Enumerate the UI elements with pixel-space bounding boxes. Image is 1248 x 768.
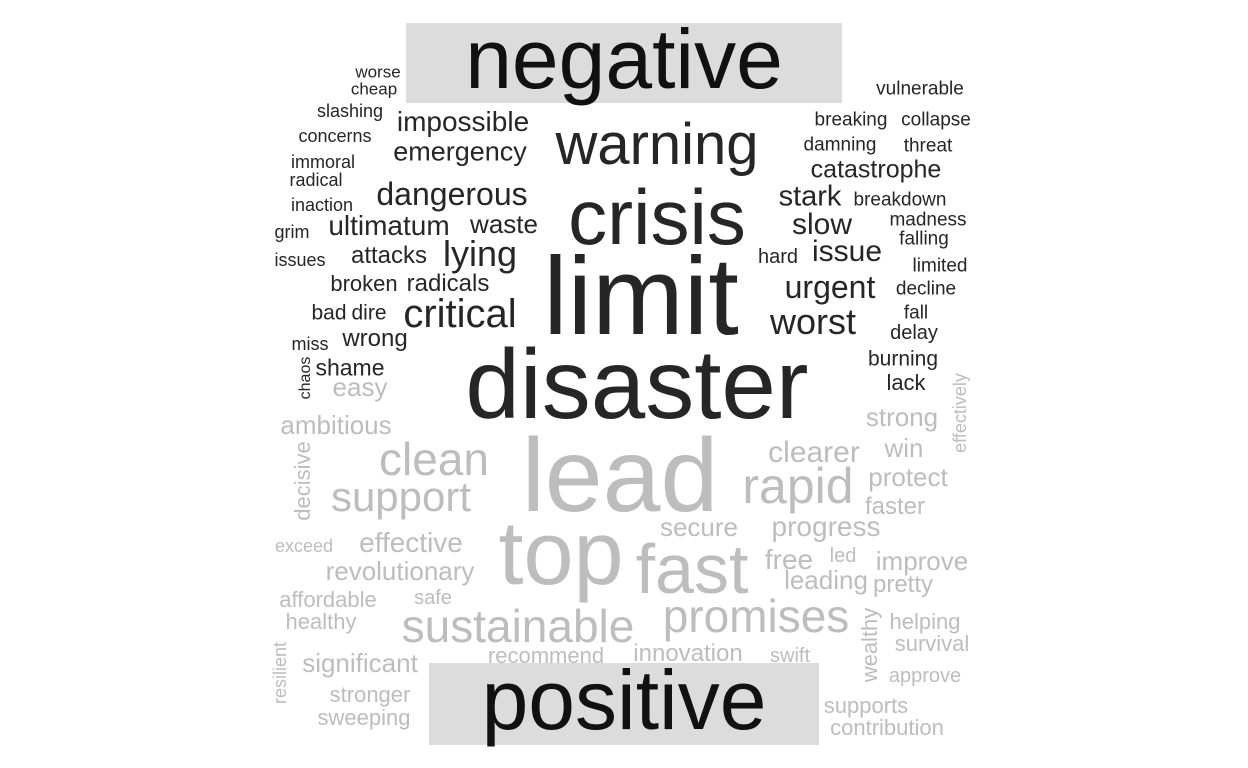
negative-header-label: negative bbox=[406, 17, 842, 103]
word-sweeping: sweeping bbox=[317, 705, 411, 730]
word-delay: delay bbox=[890, 322, 938, 344]
word-helping: helping bbox=[889, 609, 961, 634]
word-stark: stark bbox=[778, 180, 842, 213]
word-breakdown: breakdown bbox=[853, 189, 947, 211]
word-issue: issue bbox=[811, 235, 883, 268]
word-effectively: effectively bbox=[950, 373, 970, 453]
word-clean: clean bbox=[379, 433, 489, 485]
word-recommend: recommend bbox=[487, 643, 605, 668]
word-vulnerable: vulnerable bbox=[876, 78, 964, 100]
word-broken: broken bbox=[330, 271, 398, 296]
word-emergency: emergency bbox=[393, 136, 527, 167]
positive-footer-label: positive bbox=[429, 658, 819, 745]
word-ambitious: ambitious bbox=[280, 410, 392, 440]
word-led: led bbox=[829, 545, 857, 567]
word-effective: effective bbox=[359, 527, 463, 558]
word-fast: fast bbox=[635, 530, 749, 608]
word-rapid: rapid bbox=[742, 458, 854, 514]
word-issues: issues bbox=[274, 250, 326, 270]
word-top: top bbox=[498, 504, 624, 604]
word-promises: promises bbox=[662, 590, 850, 642]
word-affordable: affordable bbox=[279, 587, 377, 612]
word-win: win bbox=[884, 433, 924, 463]
word-radical: radical bbox=[289, 170, 343, 190]
word-dangerous: dangerous bbox=[376, 176, 528, 212]
word-inaction: inaction bbox=[290, 195, 354, 215]
word-clearer: clearer bbox=[768, 436, 860, 469]
word-free: free bbox=[764, 544, 814, 575]
word-hard: hard bbox=[757, 246, 799, 268]
word-safe: safe bbox=[414, 587, 452, 609]
word-disaster: disaster bbox=[465, 329, 809, 439]
word-support: support bbox=[330, 473, 472, 520]
word-easy: easy bbox=[332, 372, 388, 402]
word-wrong: wrong bbox=[342, 325, 408, 352]
word-cheap: cheap bbox=[350, 79, 398, 99]
word-lying: lying bbox=[442, 233, 518, 274]
word-urgent: urgent bbox=[784, 269, 876, 305]
word-faster: faster bbox=[864, 493, 926, 520]
word-limited: limited bbox=[912, 255, 968, 277]
word-impossible: impossible bbox=[396, 106, 530, 137]
word-burning: burning bbox=[867, 347, 939, 371]
word-significant: significant bbox=[302, 648, 418, 678]
word-dire: dire bbox=[351, 301, 387, 325]
word-miss: miss bbox=[291, 334, 329, 354]
word-healthy: healthy bbox=[285, 609, 357, 634]
word-lead: lead bbox=[521, 418, 719, 534]
word-decisive: decisive bbox=[290, 441, 315, 521]
word-critical: critical bbox=[403, 292, 517, 336]
word-falling: falling bbox=[899, 228, 949, 250]
word-slashing: slashing bbox=[316, 101, 384, 121]
word-breaking: breaking bbox=[814, 109, 888, 131]
word-crisis: crisis bbox=[568, 173, 746, 261]
word-swift: swift bbox=[770, 645, 810, 667]
word-pretty: pretty bbox=[872, 571, 934, 598]
word-wealthy: wealthy bbox=[857, 607, 882, 683]
word-bad: bad bbox=[311, 301, 347, 325]
word-resilient: resilient bbox=[270, 641, 290, 705]
word-madness: madness bbox=[889, 209, 967, 231]
word-fall: fall bbox=[903, 302, 929, 324]
word-chaos: chaos bbox=[297, 356, 314, 400]
word-revolutionary: revolutionary bbox=[325, 556, 475, 586]
word-collapse: collapse bbox=[901, 109, 971, 131]
word-approve: approve bbox=[888, 665, 962, 687]
word-immoral: immoral bbox=[290, 152, 356, 172]
word-survival: survival bbox=[894, 631, 970, 656]
word-secure: secure bbox=[659, 512, 739, 542]
word-damning: damning bbox=[803, 134, 877, 156]
word-ultimatum: ultimatum bbox=[328, 210, 450, 241]
word-grim: grim bbox=[274, 222, 310, 242]
word-leading: leading bbox=[784, 565, 868, 595]
word-protect: protect bbox=[868, 462, 948, 492]
word-lack: lack bbox=[886, 370, 926, 395]
word-progress: progress bbox=[771, 511, 881, 542]
word-stronger: stronger bbox=[329, 682, 411, 707]
word-contribution: contribution bbox=[830, 715, 944, 740]
word-radicals: radicals bbox=[406, 270, 490, 297]
word-attacks: attacks bbox=[350, 242, 428, 269]
word-strong: strong bbox=[865, 402, 939, 432]
word-worse: worse bbox=[355, 62, 401, 82]
word-sustainable: sustainable bbox=[401, 600, 635, 652]
word-waste: waste bbox=[470, 209, 538, 239]
word-supports: supports bbox=[823, 693, 909, 718]
word-decline: decline bbox=[895, 278, 957, 300]
word-slow: slow bbox=[791, 208, 853, 241]
word-shame: shame bbox=[315, 354, 385, 381]
word-limit: limit bbox=[543, 235, 739, 358]
word-warning: warning bbox=[555, 112, 759, 177]
word-innovation: innovation bbox=[633, 640, 743, 667]
word-threat: threat bbox=[903, 135, 953, 157]
word-catastrophe: catastrophe bbox=[810, 155, 942, 184]
word-improve: improve bbox=[875, 546, 969, 576]
word-exceed: exceed bbox=[274, 536, 334, 556]
word-concerns: concerns bbox=[298, 126, 372, 146]
word-worst: worst bbox=[769, 301, 857, 342]
